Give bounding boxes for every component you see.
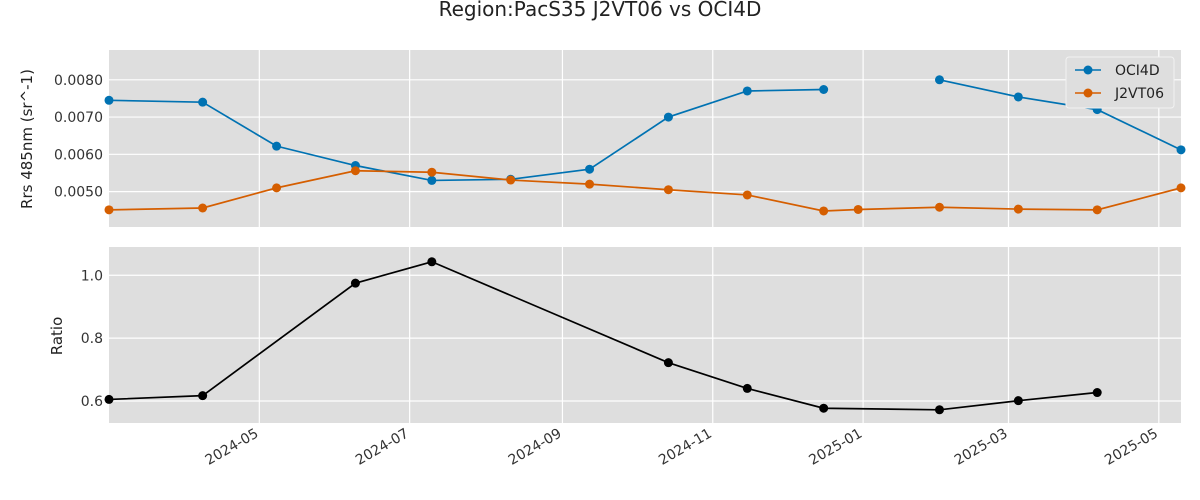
x-tick-label: 2024-11 bbox=[656, 426, 715, 469]
legend-marker-j2vt06 bbox=[1083, 88, 1093, 98]
data-point-j2vt06 bbox=[663, 185, 673, 195]
data-point-ratio bbox=[104, 394, 114, 404]
legend-label-j2vt06: J2VT06 bbox=[1114, 86, 1164, 102]
data-point-ratio bbox=[819, 403, 829, 413]
data-point-j2vt06 bbox=[819, 206, 829, 216]
data-point-ratio bbox=[427, 257, 437, 267]
data-point-j2vt06 bbox=[853, 204, 863, 214]
data-point-j2vt06 bbox=[104, 205, 114, 215]
data-point-oci4d bbox=[663, 112, 673, 122]
data-point-j2vt06 bbox=[1013, 204, 1023, 214]
series-line-ratio bbox=[108, 260, 1098, 411]
y-tick-label: 0.8 bbox=[81, 331, 103, 347]
x-tick-label: 2024-07 bbox=[353, 426, 412, 469]
top-panel-series bbox=[104, 75, 1186, 216]
data-point-oci4d bbox=[272, 141, 282, 151]
chart-title: Region:PacS35 J2VT06 vs OCI4D bbox=[439, 0, 762, 21]
legend: OCI4D J2VT06 bbox=[1065, 56, 1175, 109]
bottom-panel-y-ticks: 0.6 0.8 1.0 bbox=[81, 268, 103, 410]
data-point-oci4d bbox=[819, 84, 829, 94]
data-point-ratio bbox=[198, 391, 208, 401]
top-panel: 0.0050 0.0060 0.0070 0.0080 Rrs 485nm (sr^-… bbox=[18, 50, 1186, 227]
data-point-oci4d bbox=[1176, 145, 1186, 155]
data-point-oci4d bbox=[934, 75, 944, 85]
data-point-ratio bbox=[350, 278, 360, 288]
data-point-j2vt06 bbox=[1092, 205, 1102, 215]
y-tick-label: 0.0050 bbox=[54, 185, 103, 201]
data-point-j2vt06 bbox=[427, 167, 437, 177]
data-point-j2vt06 bbox=[506, 175, 516, 185]
bottom-panel: 0.60.81.0 2024-05 2024-07 2024-09 2024-11 20… bbox=[48, 247, 1181, 469]
data-point-oci4d bbox=[1013, 92, 1023, 102]
data-point-j2vt06 bbox=[350, 166, 360, 176]
y-tick-label: 0.0080 bbox=[54, 73, 103, 89]
top-panel-grid bbox=[109, 50, 1181, 227]
bottom-panel-grid bbox=[109, 247, 1181, 423]
bottom-panel-y-label: Ratio bbox=[48, 317, 66, 356]
data-point-ratio bbox=[1092, 388, 1102, 398]
y-tick-label: 0.0060 bbox=[54, 147, 103, 163]
top-panel-y-ticks: 0.0050 0.0060 0.0070 0.0080 bbox=[54, 73, 103, 201]
data-point-j2vt06 bbox=[198, 203, 208, 213]
y-tick-label: 0.6 bbox=[81, 394, 103, 410]
data-point-j2vt06 bbox=[934, 202, 944, 212]
series-line-oci4d bbox=[939, 78, 1182, 151]
x-tick-label: 2024-05 bbox=[203, 426, 262, 469]
top-panel-background bbox=[109, 50, 1181, 227]
x-tick-label: 2025-03 bbox=[952, 426, 1011, 469]
y-tick-label: 0.0070 bbox=[54, 110, 103, 126]
top-panel-y-label: Rrs 485nm (sr^-1) bbox=[18, 69, 36, 209]
legend-marker-oci4d bbox=[1083, 65, 1093, 75]
bottom-panel-series bbox=[104, 257, 1102, 415]
data-point-oci4d bbox=[427, 175, 437, 185]
data-point-j2vt06 bbox=[585, 179, 595, 189]
data-point-ratio bbox=[1013, 396, 1023, 406]
data-point-j2vt06 bbox=[1176, 183, 1186, 193]
data-point-j2vt06 bbox=[272, 183, 282, 193]
series-line-oci4d bbox=[108, 88, 824, 182]
x-tick-label: 2024-09 bbox=[506, 426, 565, 469]
data-point-oci4d bbox=[104, 95, 114, 105]
y-tick-label: 1.0 bbox=[81, 268, 103, 284]
data-point-ratio bbox=[934, 405, 944, 415]
x-tick-label: 2025-05 bbox=[1102, 426, 1161, 469]
data-point-j2vt06 bbox=[742, 190, 752, 200]
x-axis-ticks: 2024-05 2024-07 2024-09 2024-11 2025-01 2025-… bbox=[203, 426, 1161, 469]
data-point-oci4d bbox=[585, 164, 595, 174]
data-point-oci4d bbox=[742, 86, 752, 96]
x-tick-label: 2025-01 bbox=[806, 426, 865, 469]
bottom-panel-background bbox=[109, 247, 1181, 423]
data-point-ratio bbox=[742, 383, 752, 393]
legend-label-oci4d: OCI4D bbox=[1115, 63, 1160, 79]
data-point-oci4d bbox=[198, 97, 208, 107]
data-point-ratio bbox=[663, 358, 673, 368]
